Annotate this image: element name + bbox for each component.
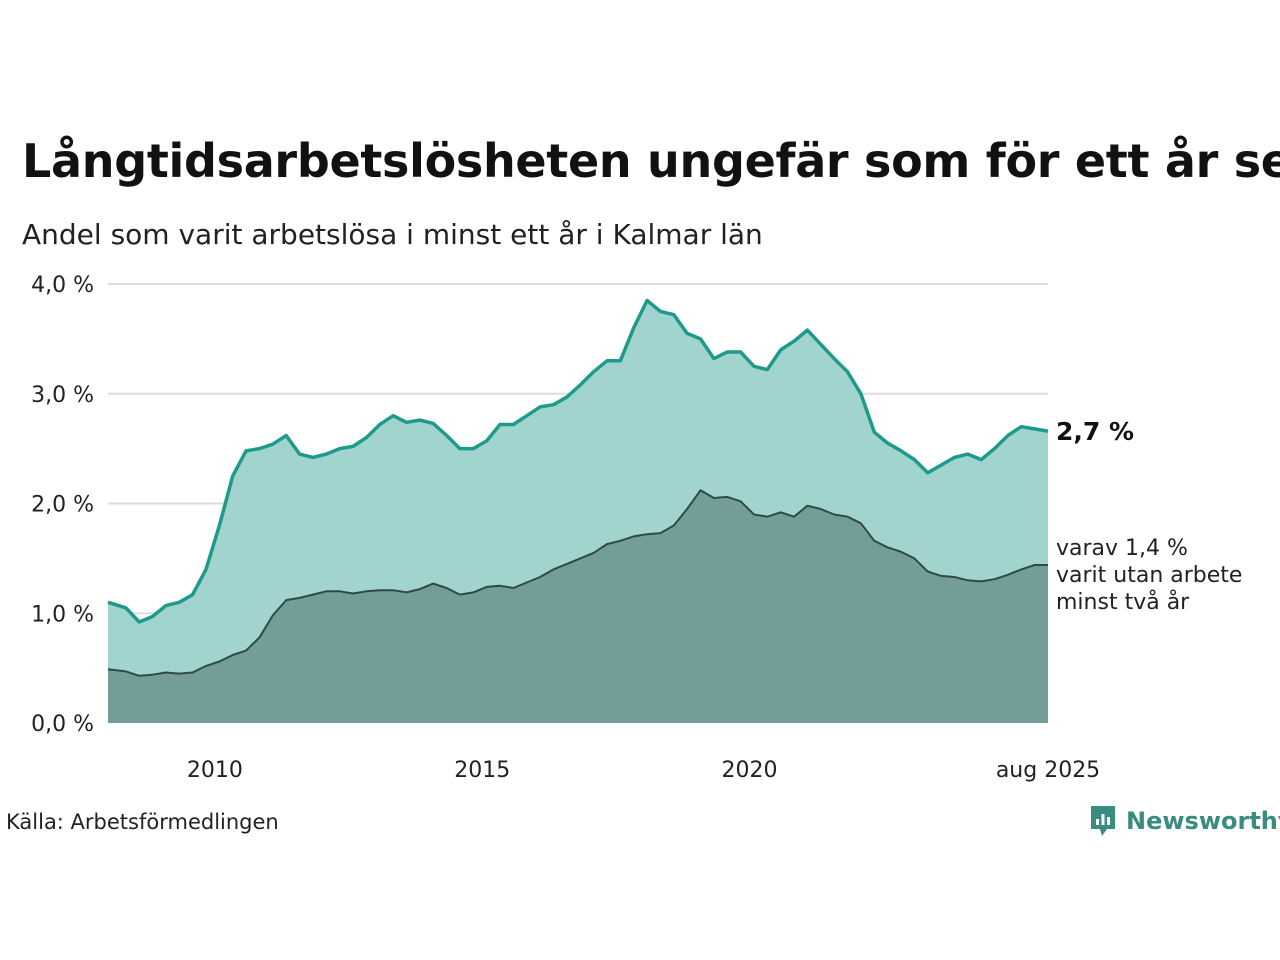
y-tick-label: 1,0 %: [31, 602, 94, 627]
newsworthy-logo: Newsworthy: [1088, 804, 1280, 838]
y-tick-label: 4,0 %: [31, 273, 94, 298]
long-term-end-label-line: varav 1,4 %: [1056, 536, 1188, 561]
chart-subtitle: Andel som varit arbetslösa i minst ett å…: [22, 218, 763, 251]
total-line: [107, 298, 1049, 624]
y-tick-label: 3,0 %: [31, 383, 94, 408]
y-tick-label: 0,0 %: [31, 712, 94, 737]
long-term-end-label-line: minst två år: [1056, 589, 1190, 615]
x-tick-label: 2020: [722, 758, 778, 783]
long-line: [107, 489, 1048, 677]
x-tick-label: 2010: [187, 758, 243, 783]
newsworthy-icon: [1091, 806, 1115, 836]
long-area: [108, 490, 1048, 723]
long-term-end-label-line: varit utan arbete: [1056, 563, 1242, 588]
x-tick-label: aug 2025: [996, 758, 1100, 783]
x-tick-label: 2015: [454, 758, 510, 783]
chart-title: Långtidsarbetslösheten ungefär som för e…: [22, 134, 1280, 188]
total-end-label: 2,7 %: [1056, 417, 1134, 446]
area-chart: 0,0 % 1,0 % 2,0 % 3,0 % 4,0 % 2010 2015 2020 aug…: [31, 273, 1242, 783]
y-tick-label: 2,0 %: [31, 493, 94, 518]
brand-name: Newsworthy: [1126, 807, 1280, 835]
source-label: Källa: Arbetsförmedlingen: [6, 810, 279, 834]
long-term-end-label: varav 1,4 % varit utan arbete minst två år: [1056, 536, 1242, 615]
